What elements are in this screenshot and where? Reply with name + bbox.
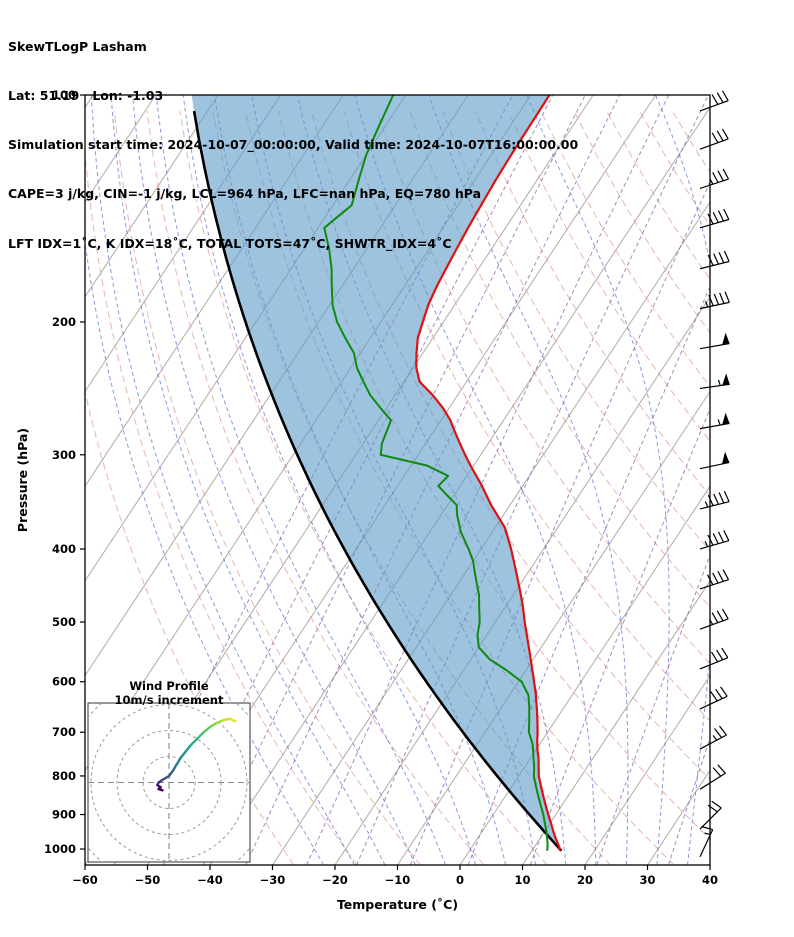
y-tick-label: 500 [52, 615, 76, 629]
x-tick-label: −10 [385, 873, 411, 887]
y-tick-label: 100 [52, 88, 76, 102]
chart-indices2: LFT IDX=1˚C, K IDX=18˚C, TOTAL TOTS=47˚C… [8, 235, 452, 251]
y-tick-label: 900 [52, 808, 76, 822]
parcel-curve [192, 110, 563, 852]
y-tick-label: 600 [52, 675, 76, 689]
x-tick-label: 0 [456, 873, 464, 887]
chart-latlon: Lat: 51.19 Lon: -1.03 [8, 88, 164, 104]
hodograph-trace [156, 717, 237, 792]
chart-times: Simulation start time: 2024-10-07_00:00:… [8, 137, 579, 153]
wind-barb-column [699, 90, 730, 858]
y-axis: 100 200 300 400 500 600 700 800 900 1000 Pressure … [15, 88, 85, 856]
x-tick-label: −40 [197, 873, 223, 887]
chart-title: SkewTLogP Lasham [8, 38, 147, 54]
hodograph-subtitle: 10m/s increment [115, 693, 224, 707]
cape-shading [191, 95, 559, 846]
y-tick-label: 400 [52, 542, 76, 556]
y-axis-title: Pressure (hPa) [15, 428, 30, 532]
y-tick-label: 700 [52, 725, 76, 739]
x-tick-label: 10 [514, 873, 530, 887]
chart-header: SkewTLogP Lasham Lat: 51.19 Lon: -1.03 S… [8, 6, 578, 285]
x-axis-title: Temperature (˚C) [337, 897, 458, 912]
chart-indices1: CAPE=3 j/kg, CIN=-1 j/kg, LCL=964 hPa, L… [8, 186, 482, 202]
dewpoint-curve [323, 95, 549, 851]
y-tick-label: 300 [52, 448, 76, 462]
temperature-curve [415, 95, 562, 851]
sounding-curves [192, 95, 563, 852]
x-axis: −60 −50 −40 −30 −20 −10 0 10 20 30 40 Temperature (… [72, 865, 718, 912]
y-tick-label: 1000 [44, 842, 76, 856]
x-tick-label: 20 [577, 873, 593, 887]
x-tick-label: 40 [702, 873, 718, 887]
y-tick-label: 800 [52, 769, 76, 783]
hodograph-rings [88, 703, 250, 862]
x-tick-label: −60 [72, 873, 98, 887]
x-tick-label: −50 [135, 873, 161, 887]
y-tick-label: 200 [52, 315, 76, 329]
hodograph-title: Wind Profile [129, 679, 209, 693]
x-tick-label: −20 [322, 873, 348, 887]
x-tick-label: 30 [639, 873, 655, 887]
x-tick-label: −30 [260, 873, 286, 887]
